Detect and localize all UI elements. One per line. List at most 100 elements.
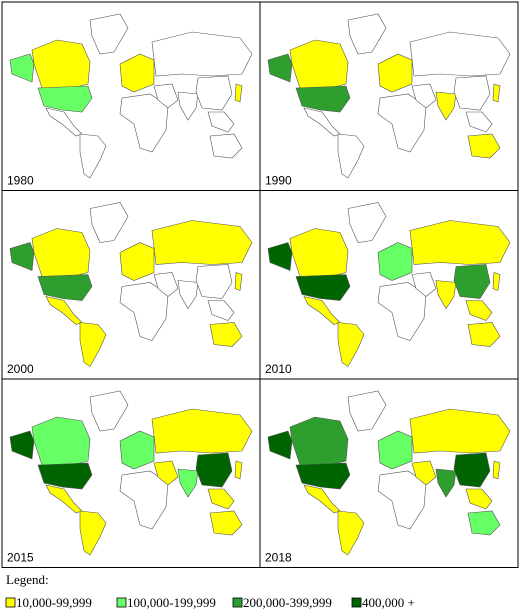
country-region xyxy=(234,272,243,291)
country-region xyxy=(347,13,387,55)
country-region xyxy=(151,220,253,265)
country-region xyxy=(151,31,253,77)
country-region xyxy=(453,75,491,111)
country-region xyxy=(89,390,129,432)
country-region xyxy=(151,408,253,454)
country-region xyxy=(377,93,427,153)
legend-label: 100,000-199,999 xyxy=(127,595,216,610)
country-region xyxy=(31,228,91,277)
country-region xyxy=(303,296,341,325)
country-region xyxy=(289,39,349,89)
country-region xyxy=(411,83,437,109)
map-panel: 1980 xyxy=(1,1,261,191)
country-region xyxy=(153,83,179,109)
country-region xyxy=(207,488,235,510)
country-region xyxy=(9,430,35,460)
country-region xyxy=(119,282,169,341)
legend-swatch xyxy=(232,597,243,608)
legend-swatch xyxy=(351,597,362,608)
country-region xyxy=(153,460,179,486)
country-region xyxy=(303,484,341,514)
country-region xyxy=(119,470,169,530)
country-region xyxy=(37,274,93,301)
country-region xyxy=(492,272,501,291)
country-region xyxy=(89,13,129,55)
country-region xyxy=(453,452,491,488)
country-region xyxy=(37,462,93,490)
country-region xyxy=(79,510,107,556)
country-region xyxy=(467,322,501,347)
country-region xyxy=(337,510,365,556)
country-region xyxy=(337,133,365,179)
map-panel: 2015 xyxy=(1,378,261,568)
country-region xyxy=(467,510,501,536)
map-panel: 2000 xyxy=(1,190,261,380)
legend-label: 400,000 + xyxy=(362,595,415,610)
country-region xyxy=(31,416,91,466)
panel-year: 2018 xyxy=(265,551,292,565)
legend-label: 200,000-399,999 xyxy=(243,595,332,610)
legend: 10,000-99,999 100,000-199,999 200,000-399,… xyxy=(5,595,415,610)
country-region xyxy=(207,111,235,133)
country-region xyxy=(267,242,293,271)
country-region xyxy=(465,300,493,321)
map-grid: 1980 1990 2000 2010 2015 2018 xyxy=(1,1,519,568)
country-region xyxy=(89,202,129,243)
country-region xyxy=(195,264,233,299)
country-region xyxy=(209,133,243,159)
country-region xyxy=(207,300,235,321)
country-region xyxy=(453,264,491,299)
country-region xyxy=(79,133,107,179)
country-region xyxy=(9,242,35,271)
country-region xyxy=(45,107,83,137)
country-region xyxy=(492,83,501,103)
country-region xyxy=(295,85,351,113)
country-region xyxy=(45,296,83,325)
country-region xyxy=(377,53,413,93)
country-region xyxy=(409,220,511,265)
country-region xyxy=(267,430,293,460)
country-region xyxy=(295,274,351,301)
legend-swatch xyxy=(116,597,127,608)
country-region xyxy=(195,75,233,111)
country-region xyxy=(209,510,243,536)
country-region xyxy=(467,133,501,159)
country-region xyxy=(295,462,351,490)
map-panel: 1990 xyxy=(259,1,519,191)
country-region xyxy=(409,408,511,454)
legend-title: Legend: xyxy=(6,572,49,587)
country-region xyxy=(177,91,199,121)
country-region xyxy=(79,322,107,367)
country-region xyxy=(411,272,437,297)
country-region xyxy=(411,460,437,486)
country-region xyxy=(377,242,413,281)
country-region xyxy=(119,93,169,153)
country-region xyxy=(377,282,427,341)
country-region xyxy=(377,470,427,530)
map-panel: 2018 xyxy=(259,378,519,568)
country-region xyxy=(465,488,493,510)
country-region xyxy=(195,452,233,488)
country-region xyxy=(409,31,511,77)
country-region xyxy=(177,280,199,310)
panel-year: 1990 xyxy=(265,174,292,188)
country-region xyxy=(119,242,155,281)
country-region xyxy=(289,416,349,466)
country-region xyxy=(303,107,341,137)
country-region xyxy=(177,468,199,498)
country-region xyxy=(347,202,387,243)
country-region xyxy=(435,468,457,498)
panel-year: 2010 xyxy=(265,362,292,376)
country-region xyxy=(492,460,501,480)
panel-year: 1980 xyxy=(7,174,34,188)
country-region xyxy=(119,430,155,470)
country-region xyxy=(347,390,387,432)
country-region xyxy=(337,322,365,367)
country-region xyxy=(9,53,35,83)
legend-swatch xyxy=(5,597,16,608)
country-region xyxy=(153,272,179,297)
country-region xyxy=(267,53,293,83)
panel-year: 2015 xyxy=(7,551,34,565)
country-region xyxy=(45,484,83,514)
